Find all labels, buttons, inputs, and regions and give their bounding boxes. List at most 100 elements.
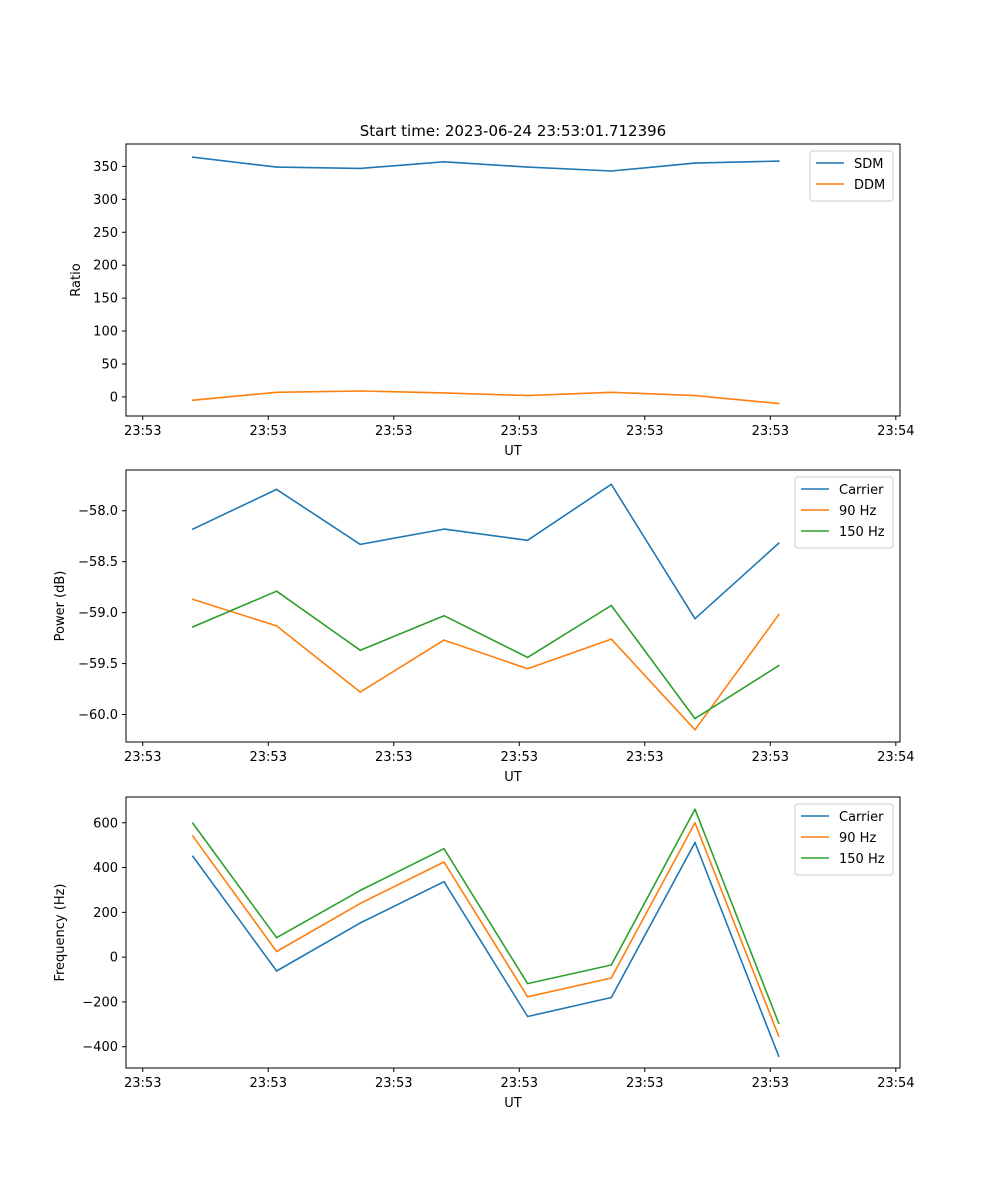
y-tick-label: −59.5 (78, 657, 118, 672)
data-point (610, 170, 613, 172)
data-point (192, 528, 194, 530)
data-point (359, 902, 362, 905)
legend: SDM DDM (809, 150, 894, 202)
data-point (694, 394, 696, 397)
data-point (275, 488, 278, 491)
data-point (359, 543, 362, 546)
chart-title: Start time: 2023-06-24 23:53:01.712396 (360, 122, 666, 140)
data-point (359, 390, 362, 392)
legend-label: 150 Hz (839, 525, 885, 540)
y-tick-label: −58.0 (78, 504, 118, 519)
data-point (192, 626, 194, 628)
x-tick-label: 23:53 (124, 750, 161, 765)
data-point (777, 664, 780, 667)
x-tick-label: 23:53 (250, 424, 287, 439)
x-tick-label: 23:54 (877, 750, 914, 765)
data-point (443, 639, 445, 641)
data-point (526, 539, 529, 542)
data-point (275, 970, 278, 972)
data-point (610, 996, 613, 999)
data-point (777, 1035, 780, 1037)
y-tick-label: 100 (93, 325, 118, 340)
x-tick-label: 23:54 (877, 424, 914, 439)
y-tick-label: −60.0 (78, 708, 118, 723)
x-tick-label: 23:53 (626, 750, 663, 765)
y-axis-label: Frequency (Hz) (53, 883, 68, 981)
data-point (777, 160, 780, 162)
data-point (777, 1022, 780, 1024)
data-point (359, 649, 362, 652)
data-point (694, 729, 696, 731)
data-point (694, 822, 696, 824)
y-tick-label: 200 (93, 906, 118, 921)
data-point (443, 861, 445, 863)
series-line-ddm (192, 390, 780, 405)
data-point (443, 392, 445, 394)
x-tick-label: 23:53 (124, 424, 161, 439)
y-tick-label: 250 (93, 226, 118, 241)
y-tick-label: 350 (93, 160, 118, 175)
y-tick-label: −400 (82, 1040, 118, 1055)
data-point (443, 614, 445, 617)
x-tick-label: 23:53 (501, 1076, 538, 1091)
legend-label: SDM (854, 157, 883, 172)
data-point (275, 391, 278, 394)
x-tick-label: 23:53 (626, 424, 663, 439)
x-tick-label: 23:53 (752, 1076, 789, 1091)
data-point (192, 598, 194, 601)
y-tick-label: −58.5 (78, 555, 118, 570)
series-line-150-hz (191, 590, 780, 720)
data-point (777, 402, 780, 405)
data-point (694, 841, 696, 844)
series-line-90-hz (191, 598, 780, 731)
x-tick-label: 23:53 (250, 1076, 287, 1091)
y-tick-label: 200 (93, 259, 118, 274)
data-point (192, 156, 194, 158)
data-point (359, 889, 362, 892)
x-tick-label: 23:53 (124, 1076, 161, 1091)
data-point (359, 691, 362, 693)
data-point (694, 162, 696, 164)
data-point (526, 667, 529, 670)
data-point (443, 161, 445, 163)
x-tick-label: 23:53 (501, 750, 538, 765)
data-point (526, 996, 529, 998)
data-point (610, 964, 613, 966)
y-tick-label: 0 (110, 390, 118, 405)
data-point (694, 808, 696, 811)
data-point (777, 542, 780, 545)
data-point (526, 656, 529, 659)
data-point (443, 880, 445, 883)
data-point (777, 613, 780, 616)
subplot-2: 23:53 23:53 23:53 23:53 23:53 23:53 23:54 −60.0… (53, 469, 915, 785)
data-point (610, 604, 613, 607)
y-axis-label: Ratio (69, 263, 84, 296)
data-point (192, 835, 194, 837)
y-tick-label: −59.0 (78, 606, 118, 621)
series-line-carrier (191, 841, 780, 1058)
series-line-150-hz (191, 808, 780, 1025)
data-point (526, 166, 529, 168)
subplot-3: 23:53 23:53 23:53 23:53 23:53 23:53 23:54 −400 −… (53, 796, 915, 1111)
data-point (275, 936, 278, 939)
axes-frame (125, 469, 901, 743)
data-point (443, 847, 445, 850)
legend-label: 90 Hz (839, 831, 876, 846)
y-tick-label: 150 (93, 292, 118, 307)
data-point (694, 717, 696, 720)
data-point (610, 977, 613, 979)
data-point (526, 982, 529, 985)
legend-label: Carrier (839, 810, 884, 825)
data-point (359, 167, 362, 170)
series-line-90-hz (191, 821, 780, 1038)
y-tick-label: 400 (93, 861, 118, 876)
data-point (610, 391, 613, 394)
x-tick-label: 23:53 (752, 424, 789, 439)
subplots: 23:53 23:53 23:53 23:53 23:53 23:53 23:54 0 50 10… (53, 143, 915, 1111)
data-point (275, 625, 278, 627)
x-axis-label: UT (504, 1096, 522, 1111)
legend: Carrier 90 Hz 150 Hz (794, 476, 894, 549)
x-tick-label: 23:53 (250, 750, 287, 765)
x-tick-label: 23:53 (501, 424, 538, 439)
